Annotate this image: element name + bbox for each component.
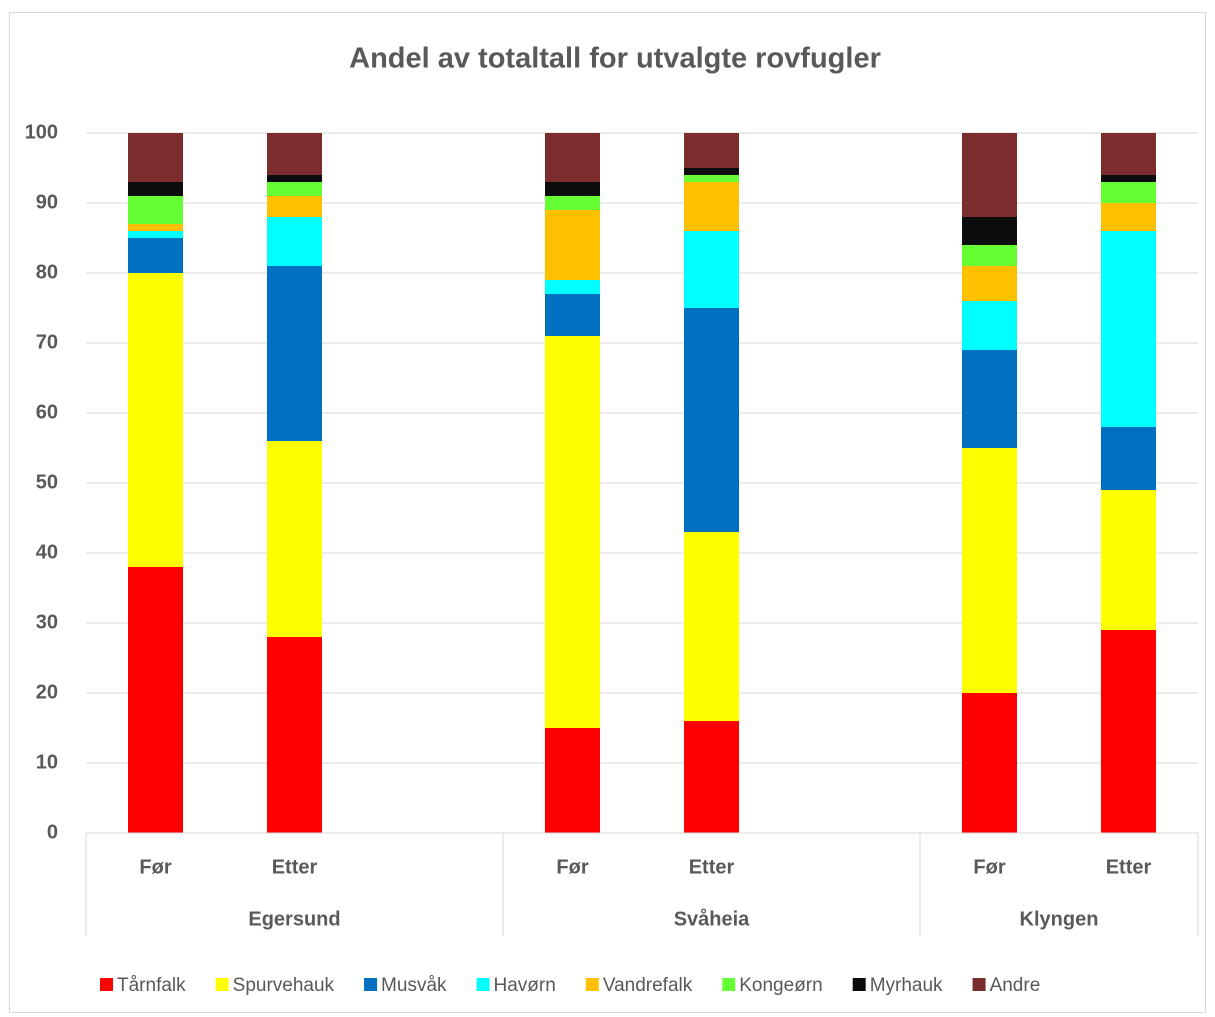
legend-swatch bbox=[972, 978, 986, 991]
bar-segment bbox=[545, 196, 600, 210]
chart-title: Andel av totaltall for utvalgte rovfugle… bbox=[349, 43, 881, 75]
bar-segment bbox=[545, 336, 600, 728]
bar-segment bbox=[545, 728, 600, 833]
legend-swatch bbox=[852, 978, 866, 991]
y-tick-label: 50 bbox=[36, 471, 58, 493]
legend-swatch bbox=[476, 978, 490, 991]
bar-segment bbox=[962, 693, 1017, 833]
bar-segment bbox=[962, 217, 1017, 245]
bar-segment bbox=[684, 168, 739, 175]
bar-segment bbox=[545, 280, 600, 294]
bar-segment bbox=[267, 637, 322, 833]
legend-swatch bbox=[215, 978, 229, 991]
bar-segment bbox=[545, 294, 600, 336]
bar-segment bbox=[128, 196, 183, 224]
legend-swatch bbox=[722, 978, 736, 991]
bar-segment bbox=[545, 133, 600, 182]
x-tick-label: Etter bbox=[689, 856, 735, 878]
x-tick-label: Før bbox=[556, 856, 588, 878]
y-tick-label: 100 bbox=[25, 121, 58, 143]
y-tick-label: 90 bbox=[36, 191, 58, 213]
bar-segment bbox=[128, 567, 183, 833]
bar-segment bbox=[267, 217, 322, 266]
bar-segment bbox=[128, 238, 183, 273]
bar-segment bbox=[1101, 630, 1156, 833]
bar-segment bbox=[1101, 203, 1156, 231]
bar-segment bbox=[128, 273, 183, 567]
y-tick-label: 80 bbox=[36, 261, 58, 283]
bar-segment bbox=[962, 266, 1017, 301]
bar-segment bbox=[962, 245, 1017, 266]
y-tick-label: 10 bbox=[36, 751, 58, 773]
y-tick-label: 70 bbox=[36, 331, 58, 353]
legend-swatch bbox=[364, 978, 378, 991]
legend-swatch bbox=[100, 978, 113, 991]
bar-segment bbox=[128, 182, 183, 196]
bar-segment bbox=[267, 182, 322, 196]
y-tick-label: 20 bbox=[36, 681, 58, 703]
legend-swatch bbox=[585, 978, 599, 991]
bar-segment bbox=[1101, 490, 1156, 630]
bar-segment bbox=[545, 182, 600, 196]
chart-frame bbox=[9, 12, 1206, 1013]
group-label: Svåheia bbox=[674, 907, 750, 930]
bar-segment bbox=[1101, 427, 1156, 490]
y-tick-label: 60 bbox=[36, 401, 58, 423]
bar-segment bbox=[1101, 182, 1156, 203]
bar-segment bbox=[684, 133, 739, 168]
bar-segment bbox=[962, 448, 1017, 693]
legend-label: Vandrefalk bbox=[603, 975, 693, 996]
legend-label: Kongeørn bbox=[739, 975, 822, 996]
y-tick-label: 30 bbox=[36, 611, 58, 633]
bar-segment bbox=[267, 266, 322, 441]
x-tick-label: Etter bbox=[1106, 856, 1152, 878]
x-tick-label: Før bbox=[973, 856, 1005, 878]
x-tick-label: Etter bbox=[272, 856, 318, 878]
bar-segment bbox=[684, 175, 739, 182]
bar-segment bbox=[684, 182, 739, 231]
legend-label: Spurvehauk bbox=[233, 975, 335, 996]
bar-segment bbox=[684, 532, 739, 721]
bar-segment bbox=[128, 133, 183, 182]
bar-segment bbox=[128, 224, 183, 231]
bar-segment bbox=[684, 231, 739, 308]
legend-label: Havørn bbox=[494, 975, 556, 996]
bar-segment bbox=[1101, 175, 1156, 182]
legend-label: Andre bbox=[990, 975, 1041, 996]
group-label: Egersund bbox=[248, 908, 340, 930]
x-tick-label: Før bbox=[139, 856, 171, 878]
bar-segment bbox=[684, 308, 739, 532]
bar-segment bbox=[128, 231, 183, 238]
y-tick-label: 40 bbox=[36, 541, 58, 563]
group-label: Klyngen bbox=[1020, 908, 1099, 930]
bar-segment bbox=[545, 210, 600, 280]
y-tick-label: 0 bbox=[47, 821, 58, 843]
bar-segment bbox=[267, 175, 322, 182]
bar-segment bbox=[267, 441, 322, 637]
legend-label: Tårnfalk bbox=[117, 975, 186, 996]
bar-segment bbox=[684, 721, 739, 833]
bar-segment bbox=[962, 350, 1017, 448]
bar-segment bbox=[267, 196, 322, 217]
bar-segment bbox=[962, 133, 1017, 217]
bar-segment bbox=[962, 301, 1017, 350]
legend-label: Myrhauk bbox=[870, 975, 943, 996]
bar-segment bbox=[1101, 133, 1156, 175]
legend-label: Musvåk bbox=[381, 975, 447, 996]
bar-segment bbox=[267, 133, 322, 175]
bar-segment bbox=[1101, 231, 1156, 427]
